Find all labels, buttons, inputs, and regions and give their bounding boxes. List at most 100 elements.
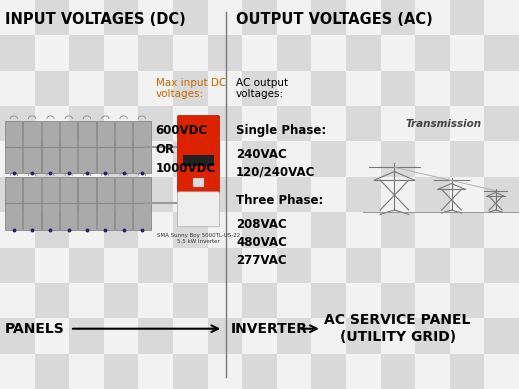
- Bar: [484, 71, 519, 106]
- Bar: [311, 177, 346, 212]
- Bar: [208, 318, 242, 354]
- Bar: [173, 106, 208, 142]
- Bar: [311, 71, 346, 106]
- Bar: [208, 177, 242, 212]
- Bar: [104, 283, 139, 318]
- Bar: [183, 155, 214, 166]
- Bar: [42, 177, 59, 230]
- Bar: [35, 71, 69, 106]
- Bar: [484, 106, 519, 142]
- Bar: [415, 71, 450, 106]
- Bar: [42, 121, 59, 173]
- Bar: [346, 247, 380, 283]
- Bar: [242, 283, 277, 318]
- Bar: [346, 35, 380, 71]
- Bar: [69, 35, 104, 71]
- Bar: [380, 71, 415, 106]
- Bar: [208, 71, 242, 106]
- Bar: [346, 106, 380, 142]
- Bar: [380, 283, 415, 318]
- Bar: [277, 35, 311, 71]
- Bar: [415, 354, 450, 389]
- FancyBboxPatch shape: [177, 192, 220, 227]
- Text: Single Phase:: Single Phase:: [236, 124, 326, 137]
- Bar: [380, 354, 415, 389]
- Bar: [104, 247, 139, 283]
- Text: 240VAC
120/240VAC: 240VAC 120/240VAC: [236, 148, 316, 179]
- Bar: [380, 106, 415, 142]
- Bar: [380, 212, 415, 247]
- Bar: [0, 71, 35, 106]
- Bar: [277, 142, 311, 177]
- Bar: [5, 177, 22, 230]
- Bar: [35, 35, 69, 71]
- Bar: [208, 142, 242, 177]
- Bar: [0, 0, 35, 35]
- Bar: [208, 106, 242, 142]
- Bar: [0, 106, 35, 142]
- Bar: [415, 0, 450, 35]
- Bar: [277, 354, 311, 389]
- Bar: [415, 106, 450, 142]
- Bar: [311, 354, 346, 389]
- Bar: [346, 354, 380, 389]
- Text: PANELS: PANELS: [5, 322, 65, 336]
- Bar: [311, 142, 346, 177]
- Bar: [104, 318, 139, 354]
- Text: 600VDC
OR
1000VDC: 600VDC OR 1000VDC: [156, 124, 216, 175]
- Bar: [173, 142, 208, 177]
- Bar: [311, 35, 346, 71]
- Bar: [104, 71, 139, 106]
- Bar: [133, 121, 151, 173]
- Bar: [380, 318, 415, 354]
- Bar: [139, 106, 173, 142]
- Bar: [173, 35, 208, 71]
- Bar: [450, 35, 484, 71]
- Bar: [35, 106, 69, 142]
- Bar: [242, 247, 277, 283]
- Text: 208VAC
480VAC
277VAC: 208VAC 480VAC 277VAC: [236, 218, 287, 267]
- Bar: [60, 177, 77, 230]
- Bar: [415, 318, 450, 354]
- Bar: [35, 283, 69, 318]
- Bar: [23, 177, 40, 230]
- Bar: [69, 177, 104, 212]
- Bar: [35, 177, 69, 212]
- Bar: [380, 142, 415, 177]
- Bar: [242, 106, 277, 142]
- Bar: [97, 177, 114, 230]
- Bar: [78, 177, 95, 230]
- Bar: [311, 247, 346, 283]
- Bar: [450, 71, 484, 106]
- Bar: [380, 177, 415, 212]
- Bar: [173, 71, 208, 106]
- Bar: [0, 283, 35, 318]
- Bar: [173, 212, 208, 247]
- FancyBboxPatch shape: [177, 116, 220, 194]
- Bar: [346, 0, 380, 35]
- Bar: [277, 247, 311, 283]
- Bar: [0, 35, 35, 71]
- Bar: [104, 142, 139, 177]
- Bar: [173, 247, 208, 283]
- Bar: [69, 247, 104, 283]
- Bar: [346, 142, 380, 177]
- Bar: [60, 121, 77, 173]
- Bar: [484, 35, 519, 71]
- Bar: [35, 0, 69, 35]
- Bar: [242, 177, 277, 212]
- Text: Three Phase:: Three Phase:: [236, 194, 323, 207]
- Bar: [208, 283, 242, 318]
- Bar: [311, 212, 346, 247]
- Bar: [242, 354, 277, 389]
- Bar: [139, 142, 173, 177]
- Bar: [277, 212, 311, 247]
- Bar: [5, 121, 22, 173]
- Bar: [311, 283, 346, 318]
- Text: INVERTER: INVERTER: [231, 322, 308, 336]
- Bar: [415, 283, 450, 318]
- Bar: [380, 35, 415, 71]
- Bar: [277, 283, 311, 318]
- Bar: [450, 318, 484, 354]
- Bar: [450, 106, 484, 142]
